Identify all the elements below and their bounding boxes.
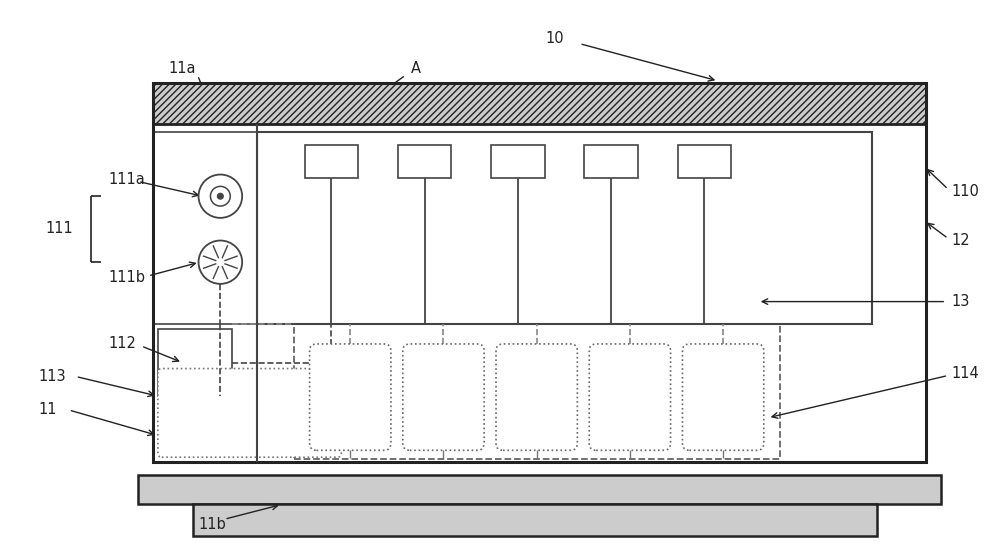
Text: 11b: 11b — [199, 516, 226, 532]
Text: 112: 112 — [108, 337, 136, 351]
Bar — [153, 83, 926, 462]
FancyBboxPatch shape — [310, 344, 391, 450]
FancyBboxPatch shape — [496, 344, 577, 450]
Text: 13: 13 — [951, 294, 970, 309]
Text: 110: 110 — [951, 184, 979, 199]
Text: 11: 11 — [39, 403, 57, 417]
Bar — [257, 132, 872, 324]
Bar — [678, 145, 731, 179]
FancyBboxPatch shape — [589, 344, 671, 450]
FancyBboxPatch shape — [403, 344, 484, 450]
Text: 114: 114 — [951, 366, 979, 381]
Text: A: A — [411, 60, 421, 76]
Bar — [153, 83, 926, 124]
Text: 12: 12 — [951, 233, 970, 248]
Bar — [153, 132, 257, 324]
Text: 111: 111 — [46, 221, 74, 236]
Circle shape — [217, 193, 223, 199]
Text: 111a: 111a — [108, 172, 145, 187]
Text: 113: 113 — [39, 369, 66, 384]
Bar — [294, 324, 780, 459]
Bar — [584, 145, 638, 179]
Bar — [193, 504, 877, 536]
Bar — [398, 145, 451, 179]
Circle shape — [199, 174, 242, 218]
Bar — [158, 329, 232, 396]
Text: 111b: 111b — [108, 271, 145, 285]
Bar — [138, 475, 941, 504]
Text: 11a: 11a — [169, 60, 196, 76]
Circle shape — [199, 240, 242, 284]
Circle shape — [210, 186, 230, 206]
FancyBboxPatch shape — [682, 344, 764, 450]
Bar — [305, 145, 358, 179]
Text: 10: 10 — [545, 31, 564, 46]
Bar — [491, 145, 545, 179]
FancyBboxPatch shape — [158, 368, 341, 457]
